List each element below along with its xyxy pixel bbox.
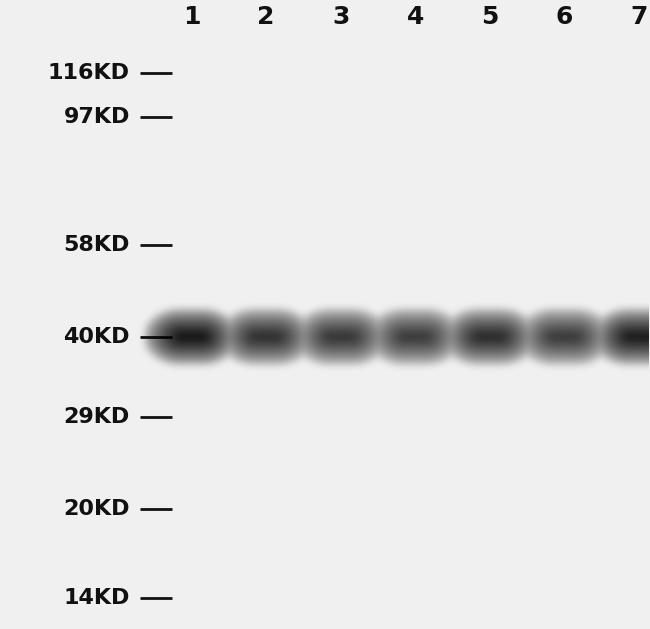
Text: 7: 7: [630, 5, 648, 29]
Text: 2: 2: [257, 5, 275, 29]
Text: 14KD: 14KD: [64, 588, 130, 608]
Text: 1: 1: [183, 5, 200, 29]
Text: 29KD: 29KD: [64, 407, 130, 427]
Text: 116KD: 116KD: [47, 63, 130, 82]
Text: 6: 6: [556, 5, 573, 29]
Text: 20KD: 20KD: [63, 499, 130, 520]
Text: 5: 5: [481, 5, 499, 29]
Text: 97KD: 97KD: [64, 107, 130, 127]
Text: 3: 3: [332, 5, 349, 29]
Text: 4: 4: [407, 5, 424, 29]
Text: 58KD: 58KD: [64, 235, 130, 255]
Text: 40KD: 40KD: [63, 327, 130, 347]
